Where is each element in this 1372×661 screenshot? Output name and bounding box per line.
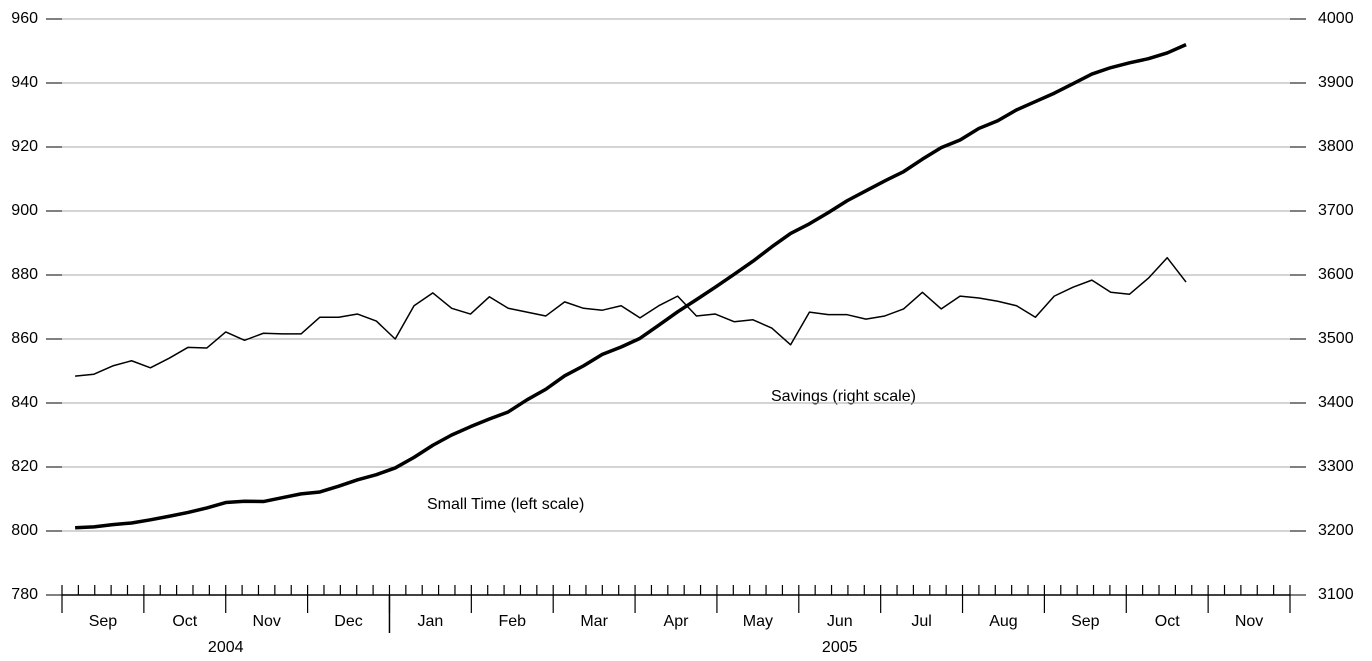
y2-tick-label: 3300: [1318, 458, 1354, 475]
x-tick-label: May: [743, 613, 773, 630]
y2-tick-label: 3100: [1318, 586, 1354, 603]
series-line: [75, 256, 1187, 377]
y2-tick-label: 3600: [1318, 266, 1354, 283]
y2-tick-label: 3200: [1318, 522, 1354, 539]
y2-tick-label: 3400: [1318, 394, 1354, 411]
x-tick-label: Aug: [989, 613, 1017, 630]
series-label: Savings (right scale): [771, 388, 916, 405]
x-tick-label: Sep: [1071, 613, 1100, 630]
y2-tick-label: 4000: [1318, 10, 1354, 27]
series-line: [75, 42, 1187, 530]
x-tick-label: Nov: [252, 613, 280, 630]
y-tick-label: 820: [11, 458, 38, 475]
y-tick-label: 780: [11, 586, 38, 603]
y-tick-label: 960: [11, 10, 38, 27]
x-tick-label: Oct: [1155, 613, 1180, 630]
y-tick-label: 880: [11, 266, 38, 283]
x-tick-label: Nov: [1235, 613, 1263, 630]
x-tick-label: Jul: [911, 613, 931, 630]
y-tick-label: 840: [11, 394, 38, 411]
x-tick-label: Jan: [418, 613, 444, 630]
x-tick-label: Apr: [664, 613, 690, 630]
y-tick-label: 900: [11, 202, 38, 219]
x-tick-label: Feb: [498, 613, 526, 630]
x-tick-label: Dec: [334, 613, 362, 630]
y2-tick-label: 3700: [1318, 202, 1354, 219]
y-tick-label: 860: [11, 330, 38, 347]
x-group-label: 2005: [822, 639, 858, 656]
y2-tick-label: 3800: [1318, 138, 1354, 155]
series-label: Small Time (left scale): [427, 496, 584, 513]
y-tick-label: 920: [11, 138, 38, 155]
x-tick-label: Sep: [89, 613, 118, 630]
x-tick-label: Jun: [827, 613, 853, 630]
x-group-label: 2004: [208, 639, 244, 656]
y2-tick-label: 3500: [1318, 330, 1354, 347]
x-tick-label: Mar: [580, 613, 608, 630]
y-tick-label: 940: [11, 74, 38, 91]
x-tick-label: Oct: [172, 613, 197, 630]
y2-tick-label: 3900: [1318, 74, 1354, 91]
y-tick-label: 800: [11, 522, 38, 539]
